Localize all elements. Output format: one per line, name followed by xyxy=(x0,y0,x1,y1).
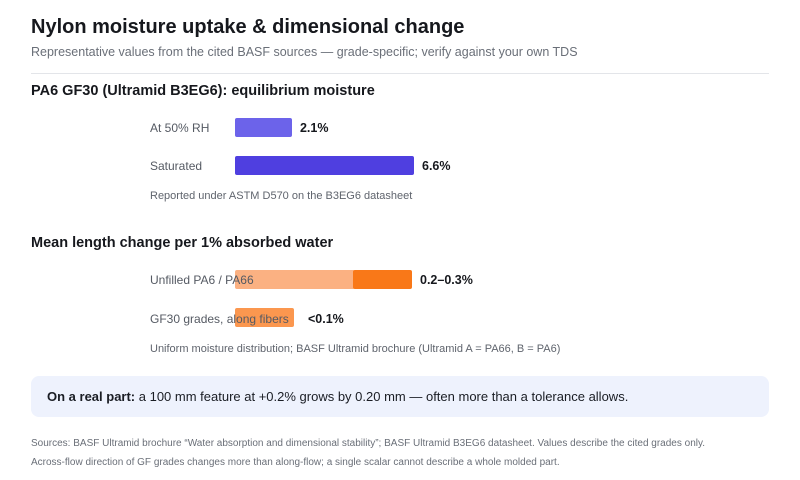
header-divider xyxy=(31,73,769,74)
length-change-bar-gf30 xyxy=(235,308,294,327)
chart-subtitle: Representative values from the cited BAS… xyxy=(31,45,578,59)
length-change-note: Uniform moisture distribution; BASF Ultr… xyxy=(150,343,561,355)
callout-box: On a real part: a 100 mm feature at +0.2… xyxy=(31,376,769,417)
length-change-value-label: 0.2–0.3% xyxy=(420,273,473,287)
length-change-bar-unfilled-range xyxy=(353,270,412,289)
length-change-section-title: Mean length change per 1% absorbed water xyxy=(31,235,334,251)
moisture-row-label: At 50% RH xyxy=(150,121,210,135)
moisture-row-label: Saturated xyxy=(150,159,203,173)
sources-footnote: Sources: BASF Ultramid brochure “Water a… xyxy=(31,438,706,449)
chart-title: Nylon moisture uptake & dimensional chan… xyxy=(31,16,465,38)
moisture-value-label: 2.1% xyxy=(299,121,329,135)
moisture-note: Reported under ASTM D570 on the B3EG6 da… xyxy=(150,190,413,202)
moisture-section-title: PA6 GF30 (Ultramid B3EG6): equilibrium m… xyxy=(31,83,375,99)
caveat-footnote: Across-flow direction of GF grades chang… xyxy=(31,457,560,468)
length-change-row-label: Unfilled PA6 / PA66 xyxy=(150,273,254,287)
callout-text: On a real part: a 100 mm feature at +0.2… xyxy=(47,389,628,404)
length-change-value-label: <0.1% xyxy=(308,312,344,326)
moisture-value-label: 6.6% xyxy=(422,159,451,173)
callout-body: a 100 mm feature at +0.2% grows by 0.20 … xyxy=(135,389,629,404)
moisture-bar-saturated xyxy=(235,156,414,175)
callout-lead: On a real part: xyxy=(47,389,136,404)
moisture-bar-50rh xyxy=(235,118,292,137)
length-change-row-label: GF30 grades, along fibers xyxy=(150,312,289,326)
length-change-bar-unfilled-span xyxy=(235,270,355,289)
